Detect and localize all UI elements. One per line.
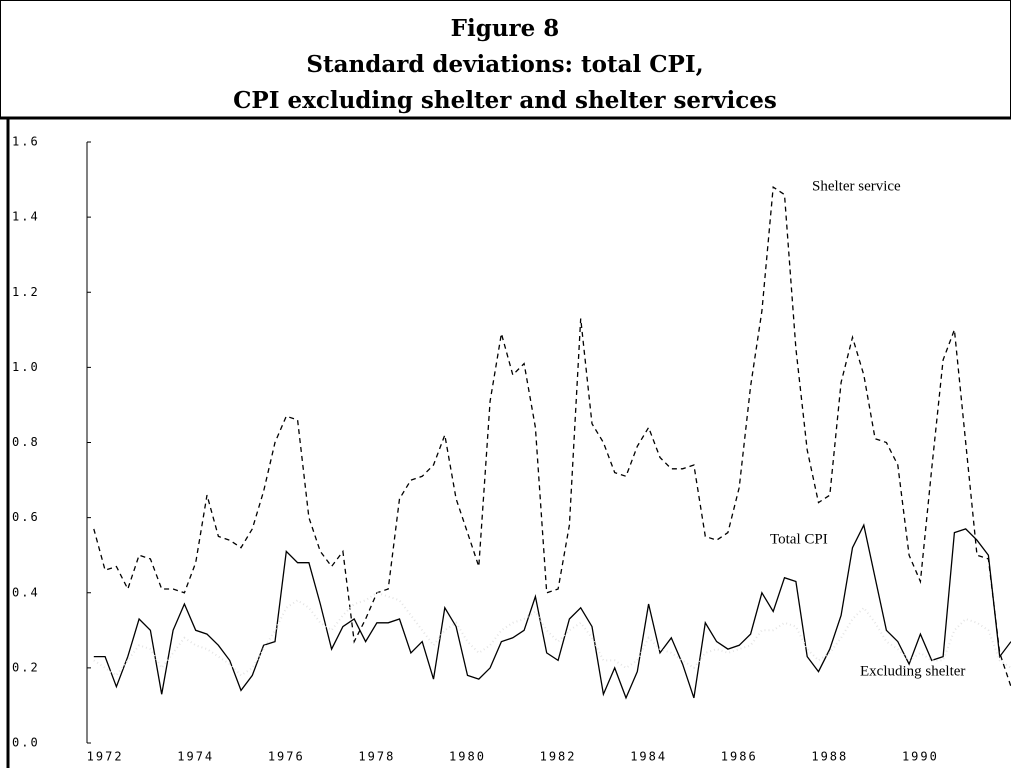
- x-tick-label: 1982: [540, 750, 577, 764]
- x-tick-label: 1986: [721, 750, 758, 764]
- y-tick-label: 1.0: [12, 360, 40, 374]
- chart-title: Figure 8: [451, 15, 560, 42]
- y-tick-label: 1.2: [12, 285, 40, 299]
- series-line: [93, 185, 1011, 687]
- y-tick-label: 0.6: [12, 510, 40, 524]
- series-label: Total CPI: [770, 531, 828, 547]
- y-tick-label: 0.8: [12, 435, 40, 449]
- y-tick-label: 0.4: [12, 585, 40, 599]
- chart-title: Standard deviations: total CPI,: [306, 51, 703, 78]
- x-tick-label: 1978: [358, 750, 395, 764]
- x-tick-label: 1972: [87, 750, 124, 764]
- chart-title: CPI excluding shelter and shelter servic…: [233, 87, 777, 114]
- x-tick-label: 1976: [268, 750, 305, 764]
- x-tick-label: 1974: [177, 750, 214, 764]
- x-tick-label: 1990: [902, 750, 939, 764]
- y-tick-label: 0.2: [12, 660, 40, 674]
- x-tick-label: 1980: [449, 750, 486, 764]
- series-label: Shelter service: [812, 178, 901, 194]
- y-tick-label: 1.4: [12, 210, 40, 224]
- x-tick-label: 1984: [630, 750, 667, 764]
- series-label: Excluding shelter: [860, 663, 965, 679]
- y-tick-label: 0.0: [12, 736, 40, 750]
- y-tick-label: 1.6: [12, 135, 40, 149]
- x-tick-label: 1988: [811, 750, 848, 764]
- series-line: [93, 523, 1011, 700]
